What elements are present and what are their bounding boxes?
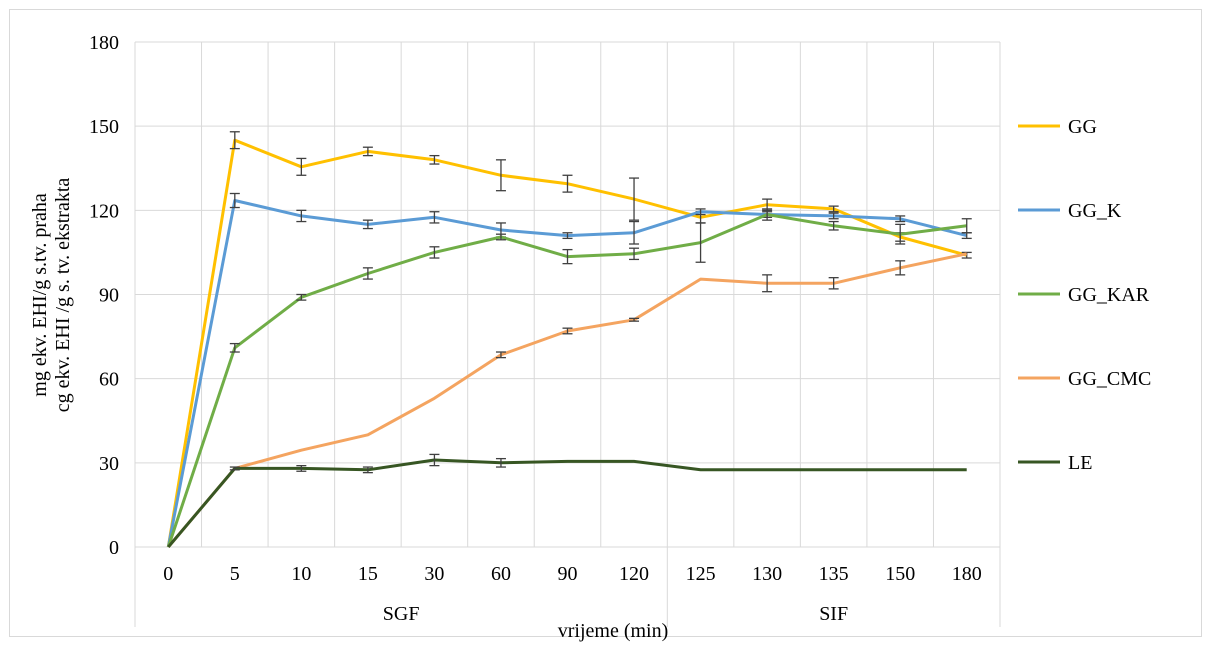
- x-tick-label: 125: [686, 563, 716, 585]
- y-tick-label: 180: [89, 32, 119, 54]
- x-tick-label: 5: [230, 563, 240, 585]
- x-axis-title: vrijeme (min): [558, 620, 669, 642]
- x-axis: 0 5 10 15 30 60 90 120 125 130 135 150 180 SGF SIF: [134, 546, 1001, 627]
- chart-frame: [9, 9, 1202, 637]
- series-gg-kar: [166, 208, 972, 548]
- x-tick-label: 120: [619, 563, 649, 585]
- y-tick-label: 60: [99, 369, 119, 391]
- series-line: [167, 252, 968, 548]
- series-gg-cmc: [167, 252, 968, 548]
- x-tick-label: 180: [952, 563, 982, 585]
- series-line: [166, 138, 968, 548]
- series-gg-k: [166, 192, 972, 548]
- legend-label: GG_CMC: [1068, 368, 1151, 390]
- x-tick-label: 0: [163, 563, 173, 585]
- x-tick-label: 10: [291, 563, 311, 585]
- y-tick-label: 90: [99, 285, 119, 307]
- group-label: SGF: [383, 603, 420, 625]
- x-tick-label: 30: [424, 563, 444, 585]
- legend-label: GG: [1068, 116, 1097, 138]
- series-line: [167, 458, 967, 548]
- x-tick-label: 90: [558, 563, 578, 585]
- series-line: [166, 213, 967, 548]
- x-tick-label: 150: [885, 563, 915, 585]
- x-tick-label: 130: [752, 563, 782, 585]
- series-gg: [166, 131, 972, 548]
- y-tick-label: 30: [99, 453, 119, 475]
- legend: GG GG_K GG_KAR GG_CMC LE: [1018, 116, 1151, 474]
- y-tick-label: 120: [89, 200, 119, 222]
- y-axis-title-line-2: cg ekv. EHI /g s. tv. ekstrakta: [52, 178, 74, 413]
- series-lines: [166, 131, 972, 548]
- y-axis-title-line-1: mg ekv. EHI/g s.tv. praha: [29, 193, 51, 397]
- series-le: [167, 453, 967, 548]
- group-label: SIF: [819, 603, 848, 625]
- y-tick-label: 150: [89, 116, 119, 138]
- legend-label: LE: [1068, 452, 1092, 474]
- x-tick-label: 135: [819, 563, 849, 585]
- x-tick-label: 60: [491, 563, 511, 585]
- x-tick-label: 15: [358, 563, 378, 585]
- legend-label: GG_KAR: [1068, 284, 1150, 306]
- y-tick-labels: 0 30 60 90 120 150 180: [89, 32, 119, 559]
- legend-label: GG_K: [1068, 200, 1122, 222]
- y-tick-label: 0: [109, 537, 119, 559]
